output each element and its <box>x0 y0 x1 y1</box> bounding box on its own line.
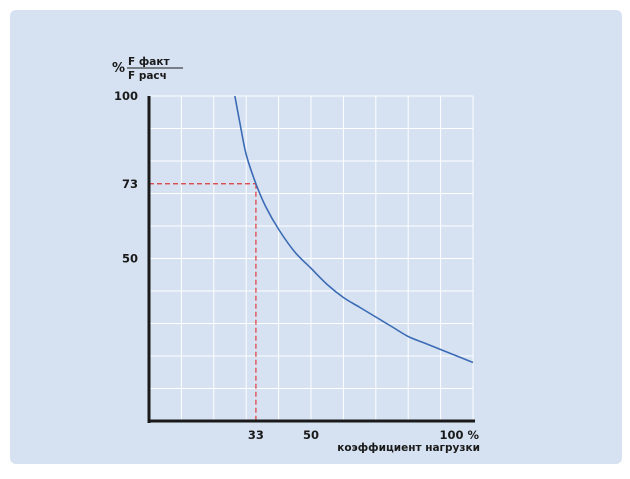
x-tick-label: 100 % <box>439 428 479 442</box>
series-line <box>234 95 474 364</box>
x-axis-label: коэффициент нагрузки <box>337 442 480 454</box>
axes <box>147 96 475 423</box>
y-tick-label: 100 <box>114 89 138 103</box>
x-tick-label: 33 <box>248 428 264 442</box>
y-header-percent: % <box>112 61 125 76</box>
reference-lines <box>149 183 257 421</box>
grid <box>149 95 474 421</box>
y-header-denominator: F расч <box>128 70 167 82</box>
x-tick-labels: 33 50 100 % <box>248 428 480 442</box>
y-tick-label: 73 <box>122 177 138 191</box>
x-tick-label: 50 <box>303 428 319 442</box>
y-tick-labels: 100 73 50 <box>114 89 138 266</box>
y-header-numerator: F факт <box>128 56 170 68</box>
y-tick-label: 50 <box>122 252 138 266</box>
